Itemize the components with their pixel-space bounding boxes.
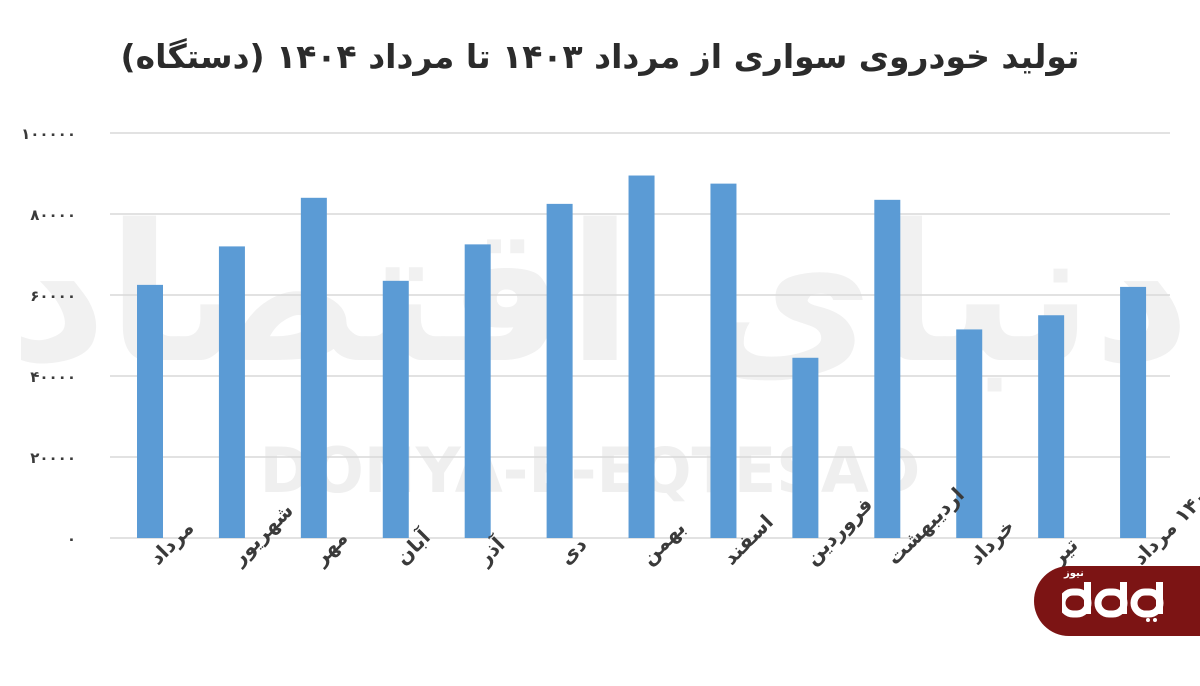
bar	[464, 244, 491, 538]
watermark-latin: DONYA-E-EQTESAD	[260, 434, 921, 507]
bar	[1038, 315, 1065, 538]
bar	[300, 197, 327, 539]
logo-badge: نیوز	[1034, 566, 1200, 636]
watermark: دنیای اقتصاد DONYA-E-EQTESAD	[9, 184, 1190, 507]
bars	[137, 175, 1147, 539]
bar	[792, 357, 819, 538]
y-tick-label: ۰	[67, 530, 76, 548]
bar	[874, 199, 901, 538]
y-axis-ticks: ۰ ۲۰۰۰۰ ۴۰۰۰۰ ۶۰۰۰۰ ۸۰۰۰۰ ۱۰۰۰۰۰	[21, 125, 76, 548]
y-tick-label: ۲۰۰۰۰	[30, 449, 76, 467]
bar	[137, 284, 163, 538]
bar	[628, 175, 655, 538]
logo-small-text: نیوز	[1064, 568, 1084, 579]
bar	[956, 329, 983, 538]
bar	[382, 280, 409, 538]
y-tick-label: ۴۰۰۰۰	[30, 368, 76, 386]
bar	[1120, 286, 1147, 538]
chart-title: تولید خودروی سواری از مرداد ۱۴۰۳ تا مردا…	[121, 37, 1080, 77]
bar	[218, 246, 245, 538]
y-tick-label: ۸۰۰۰۰	[30, 206, 76, 224]
bar	[710, 183, 737, 538]
y-tick-label: ۶۰۰۰۰	[30, 287, 76, 305]
bar	[546, 203, 573, 538]
y-tick-label: ۱۰۰۰۰۰	[21, 125, 76, 143]
logo-icon	[1062, 582, 1164, 622]
